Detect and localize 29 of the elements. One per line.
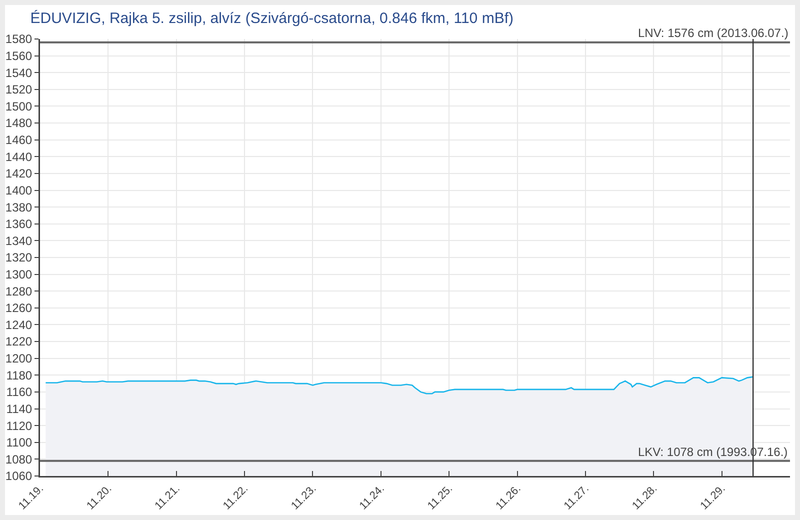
y-tick-label: 1380	[5, 200, 32, 214]
y-tick-label: 1120	[6, 418, 32, 433]
y-tick-label: 1420	[5, 166, 32, 181]
y-tick-label: 1500	[5, 99, 32, 114]
y-tick-label: 1540	[5, 66, 32, 80]
y-tick-label: 1100	[6, 436, 32, 450]
y-tick-label: 1240	[5, 318, 32, 332]
y-tick-label: 1200	[5, 352, 32, 366]
y-tick-label: 1520	[5, 82, 32, 97]
y-tick-label: 1360	[5, 217, 32, 232]
y-tick-label: 1480	[5, 116, 32, 130]
y-tick-label: 1220	[5, 334, 32, 349]
y-tick-label: 1060	[5, 469, 32, 484]
y-tick-label: 1160	[6, 385, 32, 400]
ref-line-label: LNV: 1576 cm (2013.06.07.)	[638, 26, 788, 40]
y-tick-label: 1180	[6, 368, 32, 382]
y-tick-label: 1140	[6, 402, 32, 416]
y-tick-label: 1440	[5, 150, 32, 164]
y-tick-label: 1320	[5, 250, 32, 265]
y-tick-label: 1300	[5, 268, 32, 282]
y-tick-label: 1460	[5, 133, 32, 148]
y-tick-label: 1560	[5, 49, 32, 64]
y-tick-label: 1080	[5, 452, 32, 466]
y-tick-label: 1280	[5, 284, 32, 298]
y-tick-label: 1400	[5, 183, 32, 198]
y-tick-label: 1580	[5, 32, 32, 46]
y-tick-label: 1340	[5, 234, 32, 248]
chart-title: ÉDUVIZIG, Rajka 5. zsilip, alvíz (Szivárgó-csatorna, 0.846 fkm, 110 mBf)	[30, 9, 514, 27]
y-tick-label: 1260	[5, 301, 32, 316]
